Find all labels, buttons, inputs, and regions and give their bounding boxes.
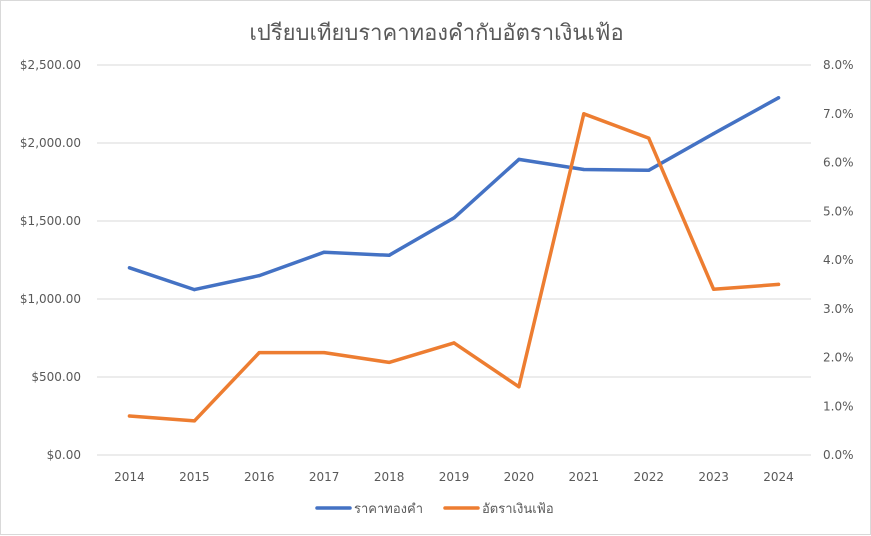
data-point: [582, 112, 586, 116]
y-right-tick-label: 7.0%: [823, 107, 854, 121]
x-tick-label: 2017: [309, 470, 340, 484]
data-point: [712, 287, 716, 291]
data-point: [192, 288, 196, 292]
data-point: [257, 274, 261, 278]
data-point: [517, 157, 521, 161]
data-point: [582, 167, 586, 172]
y-left-tick-label: $2,000.00: [20, 136, 81, 150]
y-left-tick-label: $500.00: [31, 370, 81, 384]
series-line-1: [127, 96, 781, 292]
x-tick-label: 2020: [504, 470, 535, 484]
y-right-tick-label: 4.0%: [823, 253, 854, 267]
x-tick-label: 2016: [244, 470, 275, 484]
x-tick-label: 2021: [569, 470, 600, 484]
y-right-tick-label: 5.0%: [823, 204, 854, 218]
data-point: [452, 216, 456, 220]
series-line-2: [127, 112, 781, 423]
y-right-tick-label: 3.0%: [823, 302, 854, 316]
x-tick-label: 2015: [179, 470, 210, 484]
data-point: [647, 168, 651, 172]
data-point: [387, 253, 391, 257]
data-point: [127, 266, 132, 270]
x-tick-label: 2018: [374, 470, 405, 484]
data-point: [776, 96, 781, 100]
data-point: [322, 250, 326, 254]
y-right-tick-label: 2.0%: [823, 351, 854, 365]
legend-label-2: อัตราเงินเฟ้อ: [482, 502, 554, 517]
x-tick-label: 2023: [698, 470, 729, 484]
x-tick-label: 2019: [439, 470, 470, 484]
y-right-tick-label: 8.0%: [823, 58, 854, 72]
data-point: [647, 136, 651, 140]
x-tick-label: 2024: [763, 470, 794, 484]
data-point: [776, 282, 781, 286]
y-right-tick-label: 0.0%: [823, 448, 854, 462]
y-left-tick-label: $2,500.00: [20, 58, 81, 72]
data-point: [387, 360, 391, 364]
x-tick-label: 2014: [114, 470, 145, 484]
data-point: [257, 351, 261, 355]
data-point: [192, 419, 196, 423]
data-point: [452, 341, 456, 345]
y-left-tick-label: $1,000.00: [20, 292, 81, 306]
y-right-tick-label: 6.0%: [823, 156, 854, 170]
data-point: [127, 414, 132, 418]
legend-label-1: ราคาทองคำ: [354, 502, 423, 517]
x-tick-label: 2022: [633, 470, 664, 484]
chart-title: เปรียบเทียบราคาทองคำกับอัตราเงินเฟ้อ: [249, 21, 624, 46]
y-left-tick-label: $0.00: [47, 448, 81, 462]
data-point: [322, 351, 326, 355]
y-left-tick-label: $1,500.00: [20, 214, 81, 228]
data-point: [712, 132, 716, 136]
y-right-tick-label: 1.0%: [823, 399, 854, 413]
data-point: [517, 385, 521, 389]
